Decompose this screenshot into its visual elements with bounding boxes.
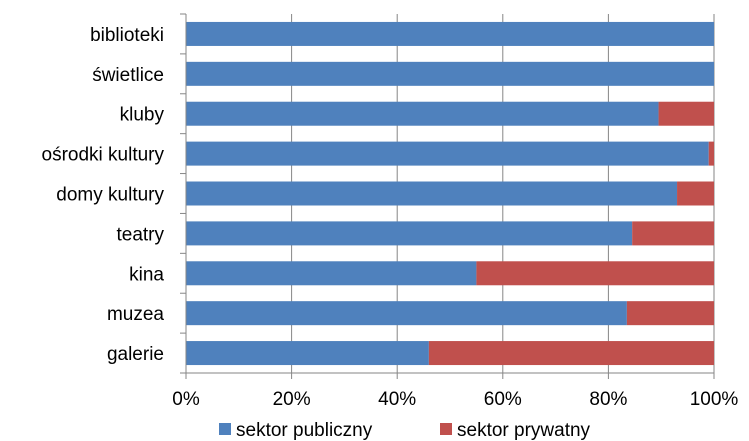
x-tick-label: 60% (484, 389, 522, 410)
bar-segment-private (428, 341, 714, 366)
bar-segment-public (186, 141, 709, 166)
axes (180, 13, 715, 379)
legend-swatch (219, 423, 231, 435)
bar-segment-public (186, 101, 659, 126)
bar-segment-public (186, 21, 714, 46)
x-tick-label: 80% (589, 389, 627, 410)
bar-segment-private (658, 101, 714, 126)
x-tick-label: 100% (690, 389, 739, 410)
bar-segment-private (632, 221, 714, 246)
x-tick-labels: 0% 20% 40% 60% 80% 100% (172, 389, 738, 410)
category-label: biblioteki (90, 25, 164, 46)
x-tick-label: 40% (378, 389, 416, 410)
bar-segment-public (186, 341, 429, 366)
legend-label: sektor publiczny (236, 420, 373, 441)
category-label: domy kultury (56, 185, 164, 206)
legend-swatch (440, 423, 452, 435)
x-tick-label: 20% (273, 389, 311, 410)
bar-segment-private (708, 141, 714, 166)
legend: sektor publiczny sektor prywatny (219, 420, 591, 441)
bar-segment-public (186, 181, 678, 206)
x-tick-label: 0% (172, 389, 200, 410)
bar-segment-public (186, 61, 714, 86)
category-label: muzea (107, 304, 164, 325)
bar-segment-public (186, 301, 627, 326)
bar-segment-public (186, 221, 633, 246)
bar-segment-public (186, 261, 477, 286)
category-labels: biblioteki świetlice kluby ośrodki kultury d… (42, 25, 165, 365)
bar-segment-private (677, 181, 714, 206)
category-label: kina (129, 264, 164, 285)
category-label: teatry (116, 224, 164, 245)
category-label: świetlice (92, 65, 164, 86)
category-label: ośrodki kultury (42, 145, 165, 166)
category-label: galerie (107, 344, 164, 365)
legend-label: sektor prywatny (457, 420, 591, 441)
bars (186, 21, 714, 366)
category-label: kluby (120, 105, 165, 126)
bar-segment-private (626, 301, 714, 326)
bar-segment-private (476, 261, 714, 286)
